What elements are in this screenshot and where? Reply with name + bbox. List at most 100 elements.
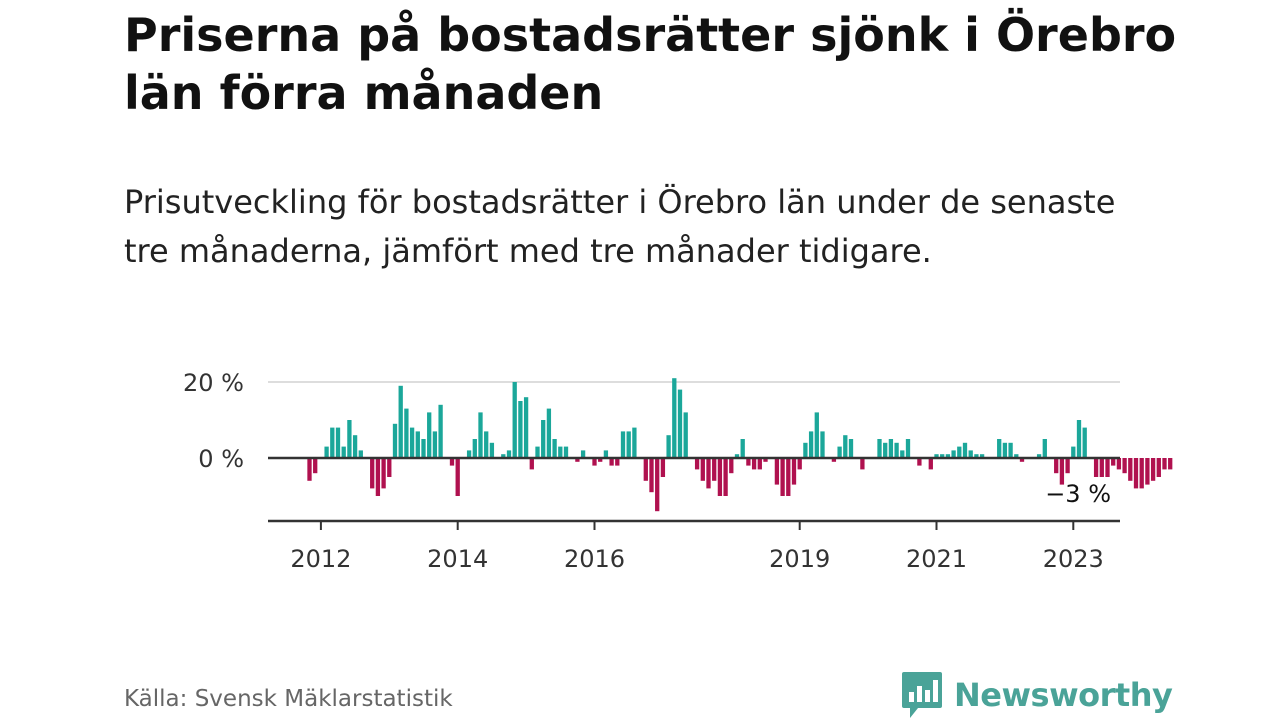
bar: [615, 458, 620, 466]
bar: [1105, 458, 1110, 477]
bar: [979, 454, 985, 458]
bar: [455, 458, 460, 496]
bar: [751, 458, 757, 470]
bar: [347, 420, 352, 458]
bar: [831, 458, 837, 462]
bar: [484, 431, 489, 458]
bar: [712, 458, 717, 481]
bar: [330, 427, 335, 458]
source-note: Källa: Svensk Mäklarstatistik: [124, 686, 453, 712]
bar: [860, 458, 865, 470]
bar: [472, 439, 477, 458]
bar-series: [307, 378, 1173, 512]
bar: [883, 442, 888, 458]
x-tick-label: 2023: [1043, 545, 1104, 573]
bar: [512, 382, 517, 458]
last-value-label: −3 %: [1045, 480, 1111, 508]
bar: [837, 446, 842, 458]
bar: [672, 378, 677, 458]
bar: [683, 412, 688, 458]
bar: [928, 458, 933, 470]
newsworthy-logo-text: Newsworthy: [954, 676, 1173, 714]
bar: [529, 458, 534, 470]
bar: [900, 450, 905, 458]
bar: [352, 435, 358, 458]
bar: [1122, 458, 1127, 474]
bar: [381, 458, 386, 489]
bar: [917, 458, 922, 466]
bar: [1145, 458, 1150, 485]
bar: [797, 458, 802, 470]
bar: [1162, 458, 1167, 470]
bar: [626, 431, 631, 458]
bar: [506, 450, 512, 458]
bar: [1002, 442, 1008, 458]
bar: [575, 458, 580, 462]
bar: [1042, 439, 1047, 458]
newsworthy-logo-icon: [902, 672, 942, 718]
bar: [814, 412, 819, 458]
x-tick-label: 2014: [427, 545, 488, 573]
bar: [1054, 458, 1059, 474]
y-tick-label: 0 %: [198, 445, 244, 473]
bar: [951, 450, 956, 458]
bar: [1082, 427, 1087, 458]
bar: [563, 446, 569, 458]
bar: [478, 412, 483, 458]
chart-subtitle: Prisutveckling för bostadsrätter i Örebr…: [124, 183, 1116, 270]
bar: [415, 431, 420, 458]
bar: [803, 442, 808, 458]
bar: [609, 458, 614, 466]
bar: [894, 442, 899, 458]
x-tick-label: 2021: [906, 545, 967, 573]
bar: [358, 450, 363, 458]
bar: [740, 439, 745, 458]
bar: [603, 450, 609, 458]
bar: [546, 408, 552, 458]
bar: [706, 458, 711, 489]
bar: [968, 450, 973, 458]
bar: [677, 389, 683, 458]
bar: [1099, 458, 1104, 477]
bar: [820, 431, 825, 458]
bar: [934, 454, 939, 458]
bar: [620, 431, 626, 458]
bar: [438, 404, 443, 458]
axes: [268, 456, 1120, 530]
bar: [700, 458, 705, 481]
bar: [734, 454, 740, 458]
bar: [313, 458, 318, 474]
bar: [774, 458, 780, 485]
bar: [398, 385, 403, 458]
bar: [957, 446, 962, 458]
bar: [888, 439, 894, 458]
bar: [1059, 458, 1065, 485]
bar: [1139, 458, 1144, 489]
bar-chart: 20 % 0 % 2012 2014 2016 2019 2021 2023 −3 %: [183, 369, 1173, 573]
bar: [1008, 442, 1013, 458]
bar: [335, 427, 341, 458]
bar: [387, 458, 392, 477]
bar: [1156, 458, 1161, 477]
bar: [763, 458, 768, 462]
bar: [905, 439, 911, 458]
bar: [1133, 458, 1139, 489]
bar: [723, 458, 728, 496]
bar: [1093, 458, 1099, 477]
bar: [404, 408, 409, 458]
bar: [1065, 458, 1070, 474]
axis-labels: 20 % 0 % 2012 2014 2016 2019 2021 2023 −3 %: [183, 369, 1111, 573]
bar: [370, 458, 375, 489]
bar: [1150, 458, 1156, 481]
bar: [1076, 420, 1082, 458]
bar: [541, 420, 546, 458]
bar: [1111, 458, 1116, 466]
bar: [341, 446, 346, 458]
bar: [1071, 446, 1076, 458]
bar: [580, 450, 586, 458]
bar: [843, 435, 848, 458]
bar: [848, 439, 854, 458]
bar: [694, 458, 700, 470]
bar: [1019, 458, 1025, 462]
bar: [660, 458, 666, 477]
